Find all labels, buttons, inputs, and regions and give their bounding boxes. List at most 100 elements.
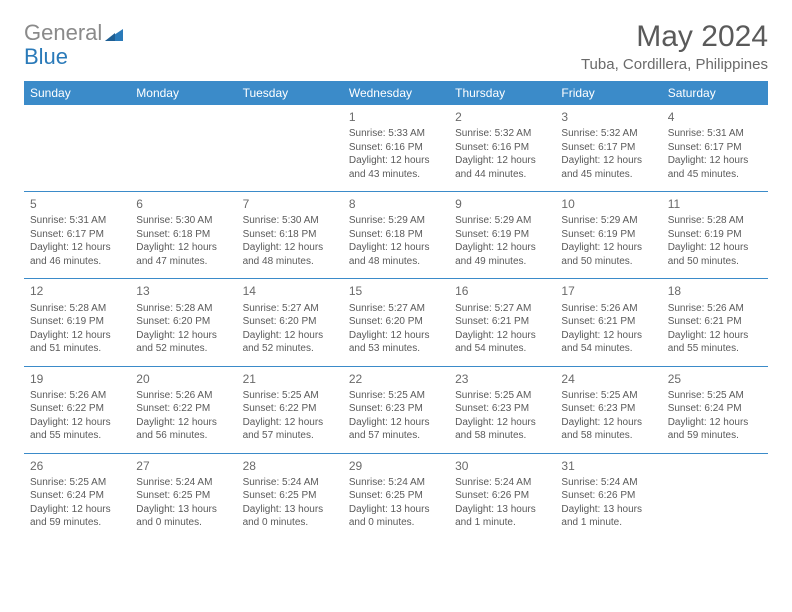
calendar-cell: 24Sunrise: 5:25 AMSunset: 6:23 PMDayligh… [555, 367, 661, 454]
calendar-cell: 2 Sunrise: 5:32 AMSunset: 6:16 PMDaylight… [449, 105, 555, 192]
day-header-wednesday: Wednesday [343, 81, 449, 105]
calendar-cell [662, 454, 768, 540]
sunset-text: Sunset: 6:26 PM [455, 489, 549, 503]
sunrise-text: Sunrise: 5:28 AM [30, 302, 124, 316]
brand-triangle-icon [105, 27, 123, 46]
sunset-text: Sunset: 6:17 PM [30, 228, 124, 242]
calendar-table: SundayMondayTuesdayWednesdayThursdayFrid… [24, 81, 768, 540]
calendar-week-row: 5Sunrise: 5:31 AMSunset: 6:17 PMDaylight… [24, 192, 768, 279]
sunset-text: Sunset: 6:22 PM [243, 402, 337, 416]
brand-text-gray: General [24, 20, 102, 46]
sunset-text: Sunset: 6:21 PM [455, 315, 549, 329]
daylight-text: Daylight: 13 hours and 0 minutes. [349, 503, 443, 530]
daylight-text: Daylight: 12 hours and 43 minutes. [349, 154, 443, 181]
day-header-row: SundayMondayTuesdayWednesdayThursdayFrid… [24, 81, 768, 105]
sunrise-text: Sunrise: 5:26 AM [30, 389, 124, 403]
calendar-cell: 9Sunrise: 5:29 AMSunset: 6:19 PMDaylight… [449, 192, 555, 279]
calendar-cell [237, 105, 343, 192]
sunrise-text: Sunrise: 5:25 AM [30, 476, 124, 490]
calendar-cell: 10Sunrise: 5:29 AMSunset: 6:19 PMDayligh… [555, 192, 661, 279]
day-number: 22 [349, 371, 443, 387]
sunset-text: Sunset: 6:18 PM [349, 228, 443, 242]
day-number: 27 [136, 458, 230, 474]
calendar-cell: 22Sunrise: 5:25 AMSunset: 6:23 PMDayligh… [343, 367, 449, 454]
day-header-tuesday: Tuesday [237, 81, 343, 105]
sunrise-text: Sunrise: 5:31 AM [30, 214, 124, 228]
sunrise-text: Sunrise: 5:25 AM [455, 389, 549, 403]
sunrise-text: Sunrise: 5:24 AM [349, 476, 443, 490]
sunset-text: Sunset: 6:25 PM [243, 489, 337, 503]
daylight-text: Daylight: 12 hours and 48 minutes. [243, 241, 337, 268]
calendar-cell: 29Sunrise: 5:24 AMSunset: 6:25 PMDayligh… [343, 454, 449, 540]
day-number: 20 [136, 371, 230, 387]
daylight-text: Daylight: 13 hours and 1 minute. [455, 503, 549, 530]
brand-logo: GeneralBlue [24, 20, 123, 70]
sunset-text: Sunset: 6:19 PM [30, 315, 124, 329]
sunrise-text: Sunrise: 5:30 AM [243, 214, 337, 228]
sunset-text: Sunset: 6:20 PM [136, 315, 230, 329]
sunset-text: Sunset: 6:23 PM [561, 402, 655, 416]
daylight-text: Daylight: 12 hours and 57 minutes. [243, 416, 337, 443]
daylight-text: Daylight: 12 hours and 53 minutes. [349, 329, 443, 356]
brand-text-blue: Blue [24, 44, 68, 70]
day-number: 6 [136, 196, 230, 212]
day-header-saturday: Saturday [662, 81, 768, 105]
calendar-cell: 30Sunrise: 5:24 AMSunset: 6:26 PMDayligh… [449, 454, 555, 540]
sunrise-text: Sunrise: 5:32 AM [455, 127, 549, 141]
sunset-text: Sunset: 6:16 PM [455, 141, 549, 155]
sunrise-text: Sunrise: 5:29 AM [349, 214, 443, 228]
daylight-text: Daylight: 12 hours and 59 minutes. [668, 416, 762, 443]
day-number: 7 [243, 196, 337, 212]
day-number: 19 [30, 371, 124, 387]
daylight-text: Daylight: 12 hours and 55 minutes. [668, 329, 762, 356]
day-number: 1 [349, 109, 443, 125]
sunrise-text: Sunrise: 5:25 AM [668, 389, 762, 403]
daylight-text: Daylight: 12 hours and 45 minutes. [561, 154, 655, 181]
daylight-text: Daylight: 12 hours and 59 minutes. [30, 503, 124, 530]
calendar-cell: 1Sunrise: 5:33 AMSunset: 6:16 PMDaylight… [343, 105, 449, 192]
day-number: 18 [668, 283, 762, 299]
daylight-text: Daylight: 12 hours and 52 minutes. [136, 329, 230, 356]
day-number: 15 [349, 283, 443, 299]
daylight-text: Daylight: 12 hours and 47 minutes. [136, 241, 230, 268]
month-title: May 2024 [581, 20, 768, 54]
calendar-cell: 27Sunrise: 5:24 AMSunset: 6:25 PMDayligh… [130, 454, 236, 540]
day-number: 28 [243, 458, 337, 474]
daylight-text: Daylight: 12 hours and 44 minutes. [455, 154, 549, 181]
sunrise-text: Sunrise: 5:32 AM [561, 127, 655, 141]
sunrise-text: Sunrise: 5:24 AM [243, 476, 337, 490]
day-number: 24 [561, 371, 655, 387]
day-number: 2 [455, 109, 549, 125]
calendar-cell: 20Sunrise: 5:26 AMSunset: 6:22 PMDayligh… [130, 367, 236, 454]
day-header-friday: Friday [555, 81, 661, 105]
sunrise-text: Sunrise: 5:25 AM [349, 389, 443, 403]
daylight-text: Daylight: 12 hours and 55 minutes. [30, 416, 124, 443]
calendar-page: GeneralBlue May 2024 Tuba, Cordillera, P… [0, 0, 792, 560]
day-header-sunday: Sunday [24, 81, 130, 105]
sunset-text: Sunset: 6:19 PM [455, 228, 549, 242]
sunset-text: Sunset: 6:16 PM [349, 141, 443, 155]
daylight-text: Daylight: 12 hours and 45 minutes. [668, 154, 762, 181]
calendar-cell: 25Sunrise: 5:25 AMSunset: 6:24 PMDayligh… [662, 367, 768, 454]
calendar-cell: 23Sunrise: 5:25 AMSunset: 6:23 PMDayligh… [449, 367, 555, 454]
sunset-text: Sunset: 6:25 PM [349, 489, 443, 503]
daylight-text: Daylight: 12 hours and 50 minutes. [561, 241, 655, 268]
daylight-text: Daylight: 12 hours and 58 minutes. [561, 416, 655, 443]
sunrise-text: Sunrise: 5:27 AM [349, 302, 443, 316]
daylight-text: Daylight: 12 hours and 57 minutes. [349, 416, 443, 443]
sunset-text: Sunset: 6:24 PM [668, 402, 762, 416]
sunrise-text: Sunrise: 5:24 AM [455, 476, 549, 490]
day-number: 26 [30, 458, 124, 474]
daylight-text: Daylight: 12 hours and 54 minutes. [561, 329, 655, 356]
calendar-cell: 14Sunrise: 5:27 AMSunset: 6:20 PMDayligh… [237, 279, 343, 366]
calendar-cell: 17Sunrise: 5:26 AMSunset: 6:21 PMDayligh… [555, 279, 661, 366]
sunset-text: Sunset: 6:18 PM [136, 228, 230, 242]
calendar-week-row: 19Sunrise: 5:26 AMSunset: 6:22 PMDayligh… [24, 367, 768, 454]
sunset-text: Sunset: 6:22 PM [136, 402, 230, 416]
sunset-text: Sunset: 6:20 PM [349, 315, 443, 329]
sunrise-text: Sunrise: 5:31 AM [668, 127, 762, 141]
day-number: 21 [243, 371, 337, 387]
sunset-text: Sunset: 6:21 PM [561, 315, 655, 329]
calendar-cell: 28Sunrise: 5:24 AMSunset: 6:25 PMDayligh… [237, 454, 343, 540]
calendar-cell: 4Sunrise: 5:31 AMSunset: 6:17 PMDaylight… [662, 105, 768, 192]
